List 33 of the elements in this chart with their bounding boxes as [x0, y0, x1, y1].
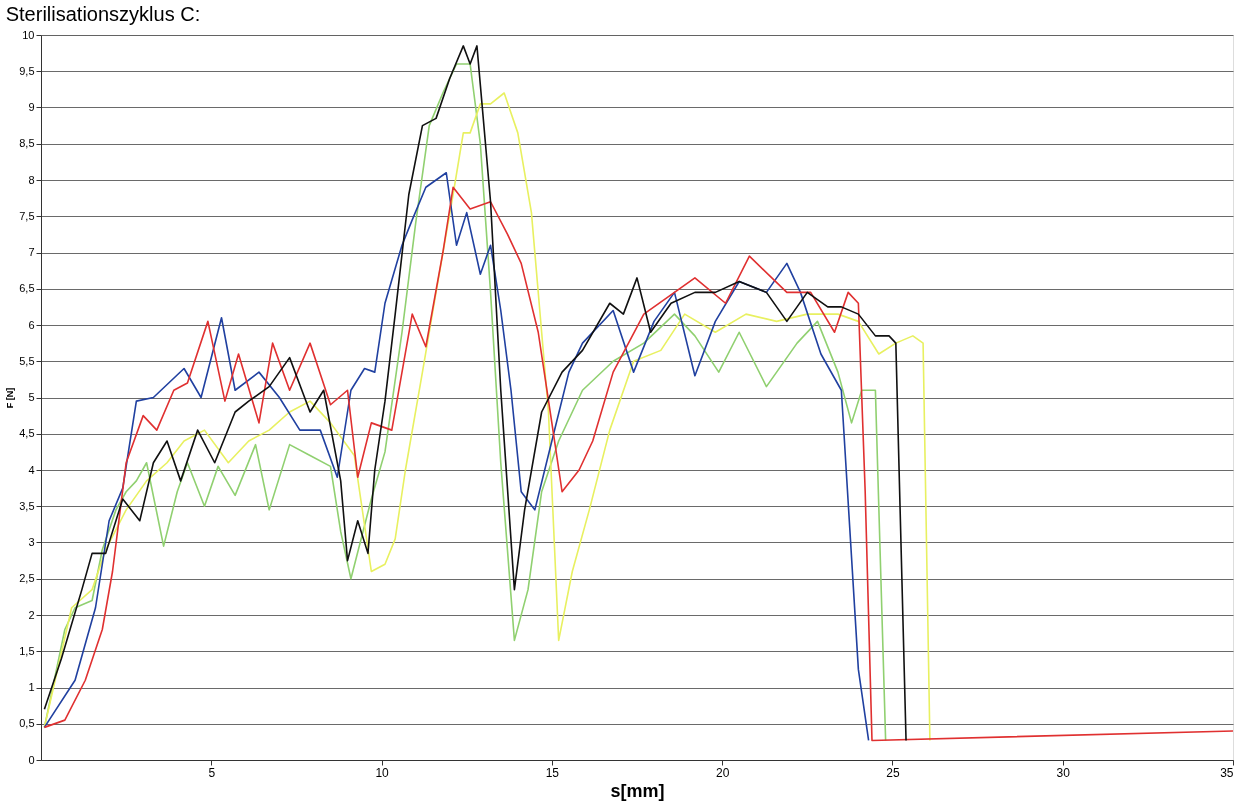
y-tick-label: 8,5 [19, 137, 35, 150]
x-tick-label: 5 [208, 765, 216, 780]
y-tick-label: 1,5 [19, 644, 35, 657]
x-tick-label: 25 [886, 765, 900, 780]
y-tick-label: 2,5 [19, 572, 35, 585]
y-tick-label: 8 [28, 173, 35, 186]
x-tick-label: 35 [1220, 765, 1234, 780]
y-tick-label: 3 [28, 536, 35, 548]
y-tick-label: 6,5 [19, 282, 35, 295]
y-tick-label: 9,5 [19, 64, 35, 77]
y-tick-label: 7,5 [19, 209, 35, 222]
y-tick-label: 7 [28, 246, 35, 258]
y-tick-label: 10 [22, 28, 35, 41]
y-tick-label: 1 [28, 681, 35, 693]
y-tick-label: 5 [28, 391, 35, 403]
y-axis-title: F [N] [5, 387, 16, 409]
y-tick-label: 4 [28, 463, 35, 476]
y-tick-label: 0,5 [19, 717, 35, 730]
y-tick-label: 3,5 [19, 499, 35, 512]
line-series [43, 171, 870, 742]
y-tick-label: 5,5 [19, 354, 35, 367]
line-series [43, 186, 1233, 742]
x-tick-label: 15 [545, 765, 560, 780]
chart-title: Sterilisationszyklus C: [5, 3, 201, 25]
y-tick-label: 4,5 [19, 427, 35, 440]
x-tick-label: 20 [715, 765, 730, 780]
y-tick-label: 0 [28, 753, 35, 766]
x-tick-label: 10 [375, 765, 390, 780]
y-tick-label: 2 [28, 608, 35, 621]
y-tick-label: 9 [28, 101, 35, 113]
y-tick-label: 6 [28, 318, 35, 331]
x-axis-title: s[mm] [610, 780, 665, 801]
x-tick-label: 30 [1056, 765, 1071, 780]
